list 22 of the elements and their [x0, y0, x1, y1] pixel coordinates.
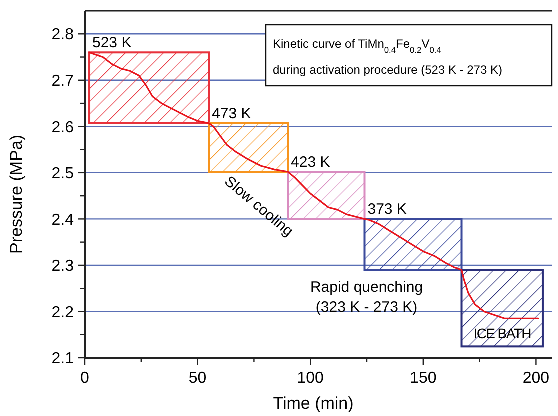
x-tick-label: 100	[297, 370, 324, 387]
band-label: 423 K	[291, 154, 330, 172]
x-tick-label: 0	[80, 370, 90, 387]
y-tick-label: 2.2	[52, 304, 74, 322]
text: during activation procedure (523 K - 273 K)	[273, 63, 502, 77]
band-label: 523 K	[92, 34, 132, 52]
y-tick-label: 2.1	[52, 350, 74, 368]
y-tick-label: 2.6	[52, 119, 74, 136]
y-tick-label: 2.3	[52, 258, 74, 276]
x-tick-label: 200	[522, 370, 550, 387]
band-label: 473 K	[212, 105, 252, 122]
y-tick-label: 2.4	[52, 212, 74, 229]
x-tick-label: 150	[410, 370, 437, 387]
band-label: 373 K	[368, 201, 407, 218]
x-tick-label: 50	[188, 370, 207, 387]
y-tick-label: 2.7	[52, 73, 74, 90]
y-tick-label: 2.5	[52, 166, 74, 183]
text: Kinetic curve of TiMn$_{0.4}$Fe$_{0.2}$V$_{0.4}$	[273, 37, 442, 55]
x-axis-title: Time (min)	[273, 394, 354, 413]
y-tick-label: 2.8	[52, 26, 74, 44]
line-series	[88, 52, 540, 320]
y-axis-title: Pressure (MPa)	[7, 134, 26, 254]
